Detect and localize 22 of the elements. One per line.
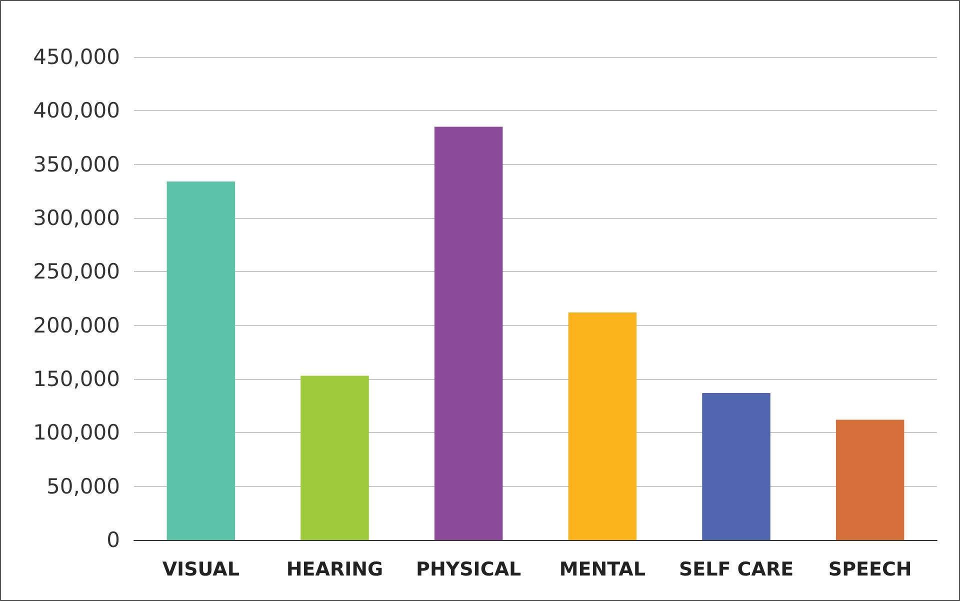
x-tick-label: MENTAL [559,558,646,580]
y-tick-label: 50,000 [46,474,120,498]
bar [702,392,770,540]
bar [166,182,236,540]
x-tick-label: VISUAL [162,558,240,580]
bar [568,312,637,540]
bar [836,420,904,540]
y-tick-label: 150,000 [33,367,120,391]
y-tick-label: 350,000 [33,152,120,176]
y-tick-label: 100,000 [33,420,120,445]
x-tick-label: HEARING [286,558,384,580]
y-tick-label: 200,000 [33,313,120,338]
y-tick-label: 250,000 [33,260,120,284]
y-tick-label: 0 [106,528,120,552]
x-tick-label: PHYSICAL [416,558,522,580]
y-tick-label: 450,000 [33,45,120,69]
y-tick-label: 400,000 [33,98,120,123]
x-tick-label: SELF CARE [678,558,794,580]
bar [434,126,503,540]
x-tick-label: SPEECH [828,558,912,580]
y-tick-label: 300,000 [33,206,120,230]
bar [300,376,369,540]
